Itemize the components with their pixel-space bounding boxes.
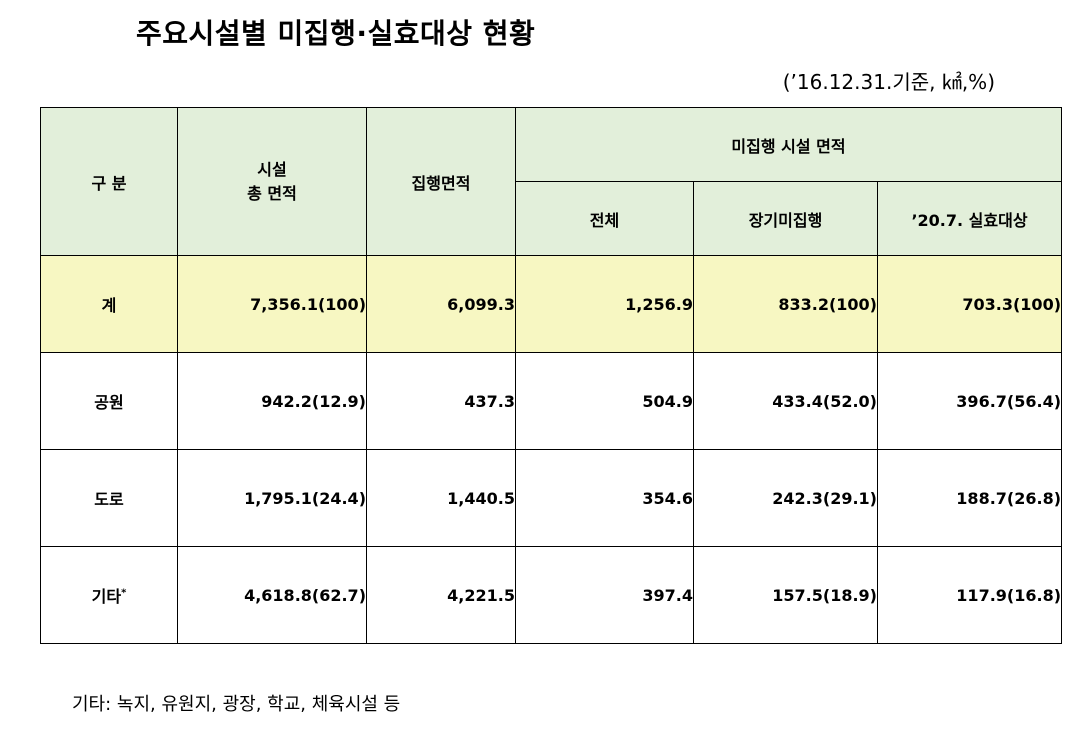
row-label: 공원 <box>40 352 178 450</box>
cell-total-area: 942.2(12.9) <box>177 352 367 450</box>
table-row: 공원 942.2(12.9) 437.3 504.9 433.4(52.0) 3… <box>40 352 1063 450</box>
cell-total-area: 7,356.1(100) <box>177 255 367 353</box>
facility-table: 구 분 시설 총 면적 집행면적 미집행 시설 면적 전체 장기미집행 ’20.… <box>40 107 1063 644</box>
row-label-text: 기타 <box>91 587 122 606</box>
cell-all: 504.9 <box>515 352 694 450</box>
cell-all: 397.4 <box>515 546 694 644</box>
footnote: 기타: 녹지, 유원지, 광장, 학교, 체육시설 등 <box>72 694 401 715</box>
row-label: 계 <box>40 255 178 353</box>
header-unexecuted-group: 미집행 시설 면적 <box>514 107 1063 182</box>
cell-executed: 1,440.5 <box>366 449 516 547</box>
cell-long-term: 157.5(18.9) <box>693 546 878 644</box>
cell-long-term: 242.3(29.1) <box>693 449 878 547</box>
header-all: 전체 <box>515 181 694 256</box>
page-title: 주요시설별 미집행·실효대상 현황 <box>136 17 536 50</box>
header-total-area: 시설 총 면적 <box>177 107 367 256</box>
cell-expiry: 703.3(100) <box>876 255 1063 353</box>
table-row: 도로 1,795.1(24.4) 1,440.5 354.6 242.3(29.… <box>40 449 1063 547</box>
cell-expiry: 117.9(16.8) <box>876 546 1063 644</box>
table-row-total: 계 7,356.1(100) 6,099.3 1,256.9 833.2(100… <box>40 255 1063 353</box>
header-category: 구 분 <box>40 107 178 256</box>
table-row: 기타* 4,618.8(62.7) 4,221.5 397.4 157.5(18… <box>40 546 1063 644</box>
cell-expiry: 188.7(26.8) <box>876 449 1063 547</box>
cell-expiry: 396.7(56.4) <box>876 352 1063 450</box>
cell-total-area: 4,618.8(62.7) <box>177 546 367 644</box>
header-total-area-line1: 시설 <box>257 159 287 179</box>
cell-long-term: 433.4(52.0) <box>693 352 878 450</box>
cell-all: 1,256.9 <box>515 255 694 353</box>
cell-all: 354.6 <box>515 449 694 547</box>
header-executed-area: 집행면적 <box>366 107 516 256</box>
cell-executed: 437.3 <box>366 352 516 450</box>
header-long-term: 장기미집행 <box>693 181 878 256</box>
cell-long-term: 833.2(100) <box>693 255 878 353</box>
header-expiry-target: ’20.7. 실효대상 <box>876 181 1063 256</box>
footnote-mark: * <box>121 587 127 599</box>
cell-executed: 4,221.5 <box>366 546 516 644</box>
row-label: 도로 <box>40 449 178 547</box>
cell-total-area: 1,795.1(24.4) <box>177 449 367 547</box>
cell-executed: 6,099.3 <box>366 255 516 353</box>
row-label-other: 기타* <box>40 546 178 644</box>
unit-note: (’16.12.31.기준, ㎢,%) <box>782 70 995 94</box>
header-total-area-line2: 총 면적 <box>247 183 297 203</box>
